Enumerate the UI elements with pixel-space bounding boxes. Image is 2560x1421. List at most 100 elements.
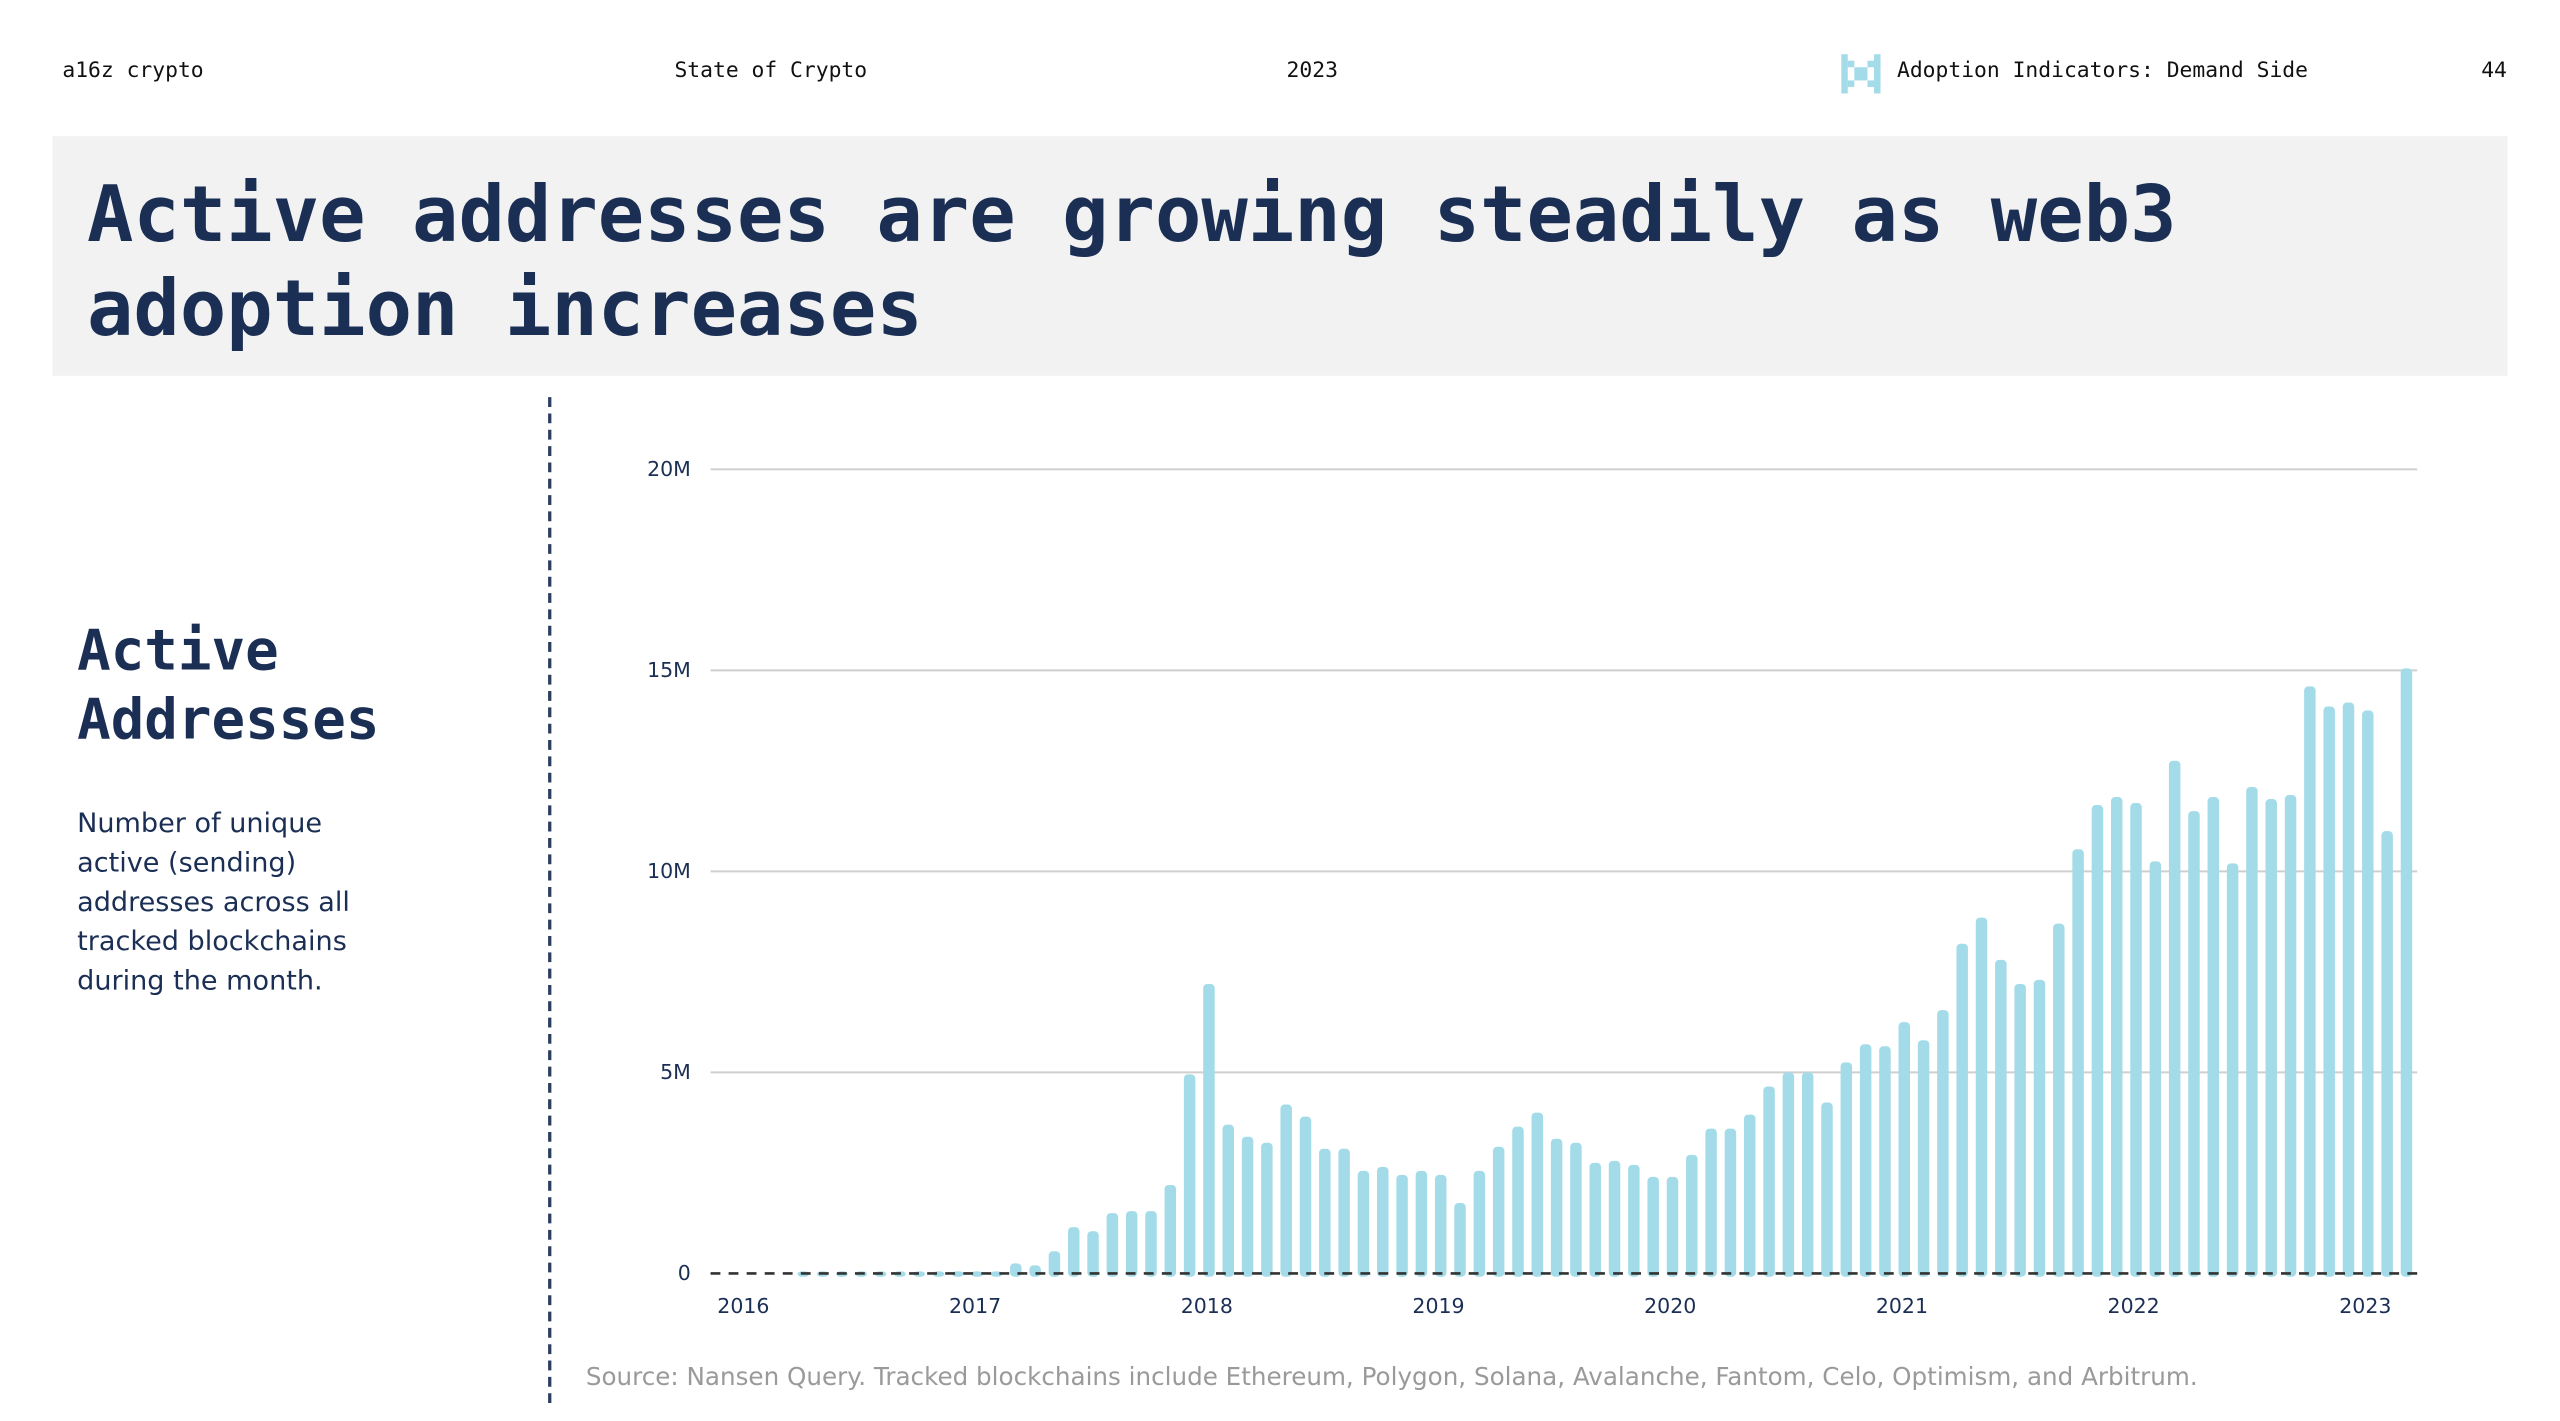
bar [2053, 923, 2065, 1277]
y-tick-label: 5M [660, 1060, 691, 1084]
bar-chart: 0 5M 10M 15M 20M 2016 2017 2018 2019 2020 2021 2022… [647, 457, 2418, 1318]
bar [1550, 1138, 1563, 1277]
bar [1241, 1136, 1254, 1277]
bar [1145, 1211, 1157, 1277]
bar [2072, 849, 2084, 1277]
bar [2014, 983, 2026, 1277]
bar [1589, 1162, 1601, 1277]
bar [1319, 1148, 1331, 1277]
bar [2362, 710, 2374, 1277]
bar [1937, 1010, 1949, 1277]
y-tick-label: 0 [678, 1261, 691, 1285]
bar [1164, 1184, 1177, 1277]
page-number: 44 [2481, 59, 2507, 84]
bar [1898, 1022, 1911, 1277]
bar [1222, 1124, 1234, 1277]
bar [1666, 1176, 1679, 1277]
y-tick-label: 10M [647, 859, 691, 883]
bar [1975, 917, 1988, 1277]
x-tick-label: 2020 [1644, 1294, 1696, 1318]
bar [1492, 1146, 1505, 1277]
bar [1628, 1164, 1640, 1277]
bar [1570, 1142, 1582, 1277]
bar [971, 1271, 983, 1277]
title-banner: Active addresses are growing steadily as… [52, 136, 2508, 376]
bar [1801, 1072, 1814, 1277]
bar [1782, 1072, 1795, 1277]
bar [1125, 1211, 1138, 1277]
bar [1608, 1160, 1621, 1277]
bar [1280, 1104, 1292, 1277]
x-tick-label: 2018 [1181, 1294, 1233, 1318]
pixel-x-icon [1841, 54, 1881, 94]
bar [2265, 799, 2277, 1277]
bar [1203, 983, 1215, 1277]
bar [2110, 796, 2123, 1277]
page-title: Active addresses are growing steadily as… [86, 170, 2177, 355]
metric-heading: Active Addresses [77, 618, 380, 754]
divider [548, 397, 552, 1404]
bar [1067, 1227, 1080, 1277]
bar [1879, 1046, 1891, 1277]
bar [2304, 686, 2316, 1277]
bar [2400, 668, 2413, 1277]
bar [990, 1271, 1003, 1277]
bar [1705, 1128, 1717, 1277]
bar [2323, 706, 2335, 1277]
x-tick-label: 2021 [1876, 1294, 1928, 1318]
bar [2149, 861, 2162, 1277]
bar [1029, 1265, 1041, 1277]
source-note: Source: Nansen Query. Tracked blockchain… [585, 1362, 2198, 1392]
bar [1087, 1231, 1099, 1277]
bar [1434, 1174, 1447, 1277]
y-tick-label: 20M [647, 457, 691, 481]
bar [1821, 1102, 1833, 1277]
year-label: 2023 [1286, 59, 1338, 84]
bar [2168, 760, 2181, 1277]
metric-description: Number of unique active (sending) addres… [77, 807, 350, 997]
x-tick-label: 2022 [2108, 1294, 2160, 1318]
bar [2342, 702, 2355, 1277]
bar [1183, 1074, 1196, 1277]
bar [1531, 1112, 1544, 1277]
bar [1840, 1062, 1853, 1277]
section-label: Adoption Indicators: Demand Side [1896, 59, 2308, 84]
x-tick-label: 2019 [1412, 1294, 1464, 1318]
bar [1917, 1040, 1930, 1277]
y-tick-label: 15M [647, 658, 691, 682]
bar [2091, 805, 2104, 1277]
report-label: State of Crypto [674, 59, 868, 84]
bar [2246, 786, 2258, 1277]
bar [1261, 1142, 1273, 1277]
bar [1744, 1114, 1756, 1277]
bar [1048, 1251, 1061, 1277]
bar [1299, 1116, 1312, 1277]
bar [1859, 1044, 1872, 1277]
bar [2188, 811, 2200, 1277]
bar [1415, 1170, 1428, 1277]
bar [1724, 1128, 1737, 1277]
bar [1377, 1166, 1389, 1277]
bar [2033, 979, 2046, 1277]
bar [1512, 1126, 1524, 1277]
bar [1995, 959, 2007, 1277]
bar [2381, 831, 2393, 1277]
bar [2130, 803, 2142, 1277]
x-tick-label: 2023 [2339, 1294, 2391, 1318]
bar [1647, 1176, 1659, 1277]
bar [1106, 1213, 1119, 1277]
bar [1956, 943, 1968, 1277]
bar [1473, 1170, 1486, 1277]
bar [1338, 1148, 1350, 1277]
bar [1396, 1174, 1408, 1277]
bar [2284, 794, 2297, 1277]
x-tick-label: 2017 [949, 1294, 1001, 1318]
bar [1454, 1203, 1466, 1277]
bar [1357, 1170, 1370, 1277]
bar [2226, 863, 2239, 1277]
bar [1763, 1086, 1775, 1277]
x-tick-label: 2016 [717, 1294, 769, 1318]
bar [1686, 1154, 1698, 1277]
bar [2207, 796, 2220, 1277]
